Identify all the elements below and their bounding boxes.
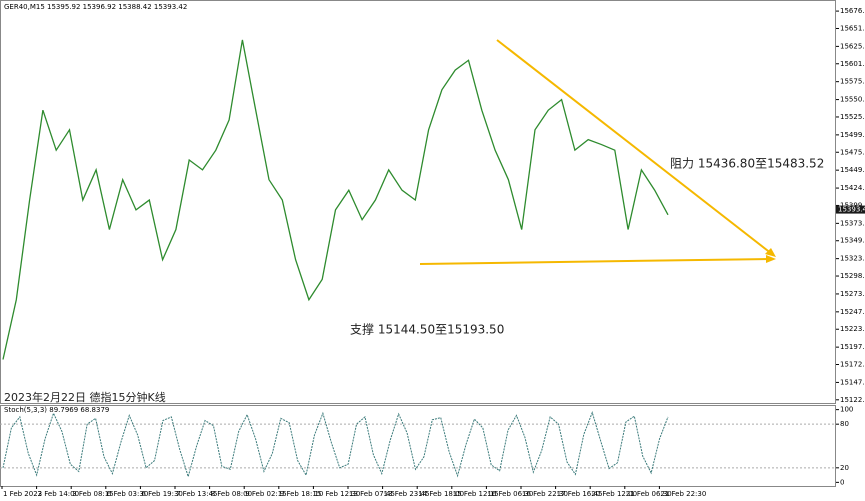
y-tick-label: 15349.05 [840,237,865,245]
x-tick-label: 6 Feb 19:30 [141,490,182,498]
y-tick-label: 15323.55 [840,255,865,263]
support-label: 支撑 15144.50至15193.50 [350,322,504,337]
y-tick-label: 15676.05 [840,7,865,15]
y-tick-label: 15499.80 [840,131,865,139]
stoch-tick-label: 0 [840,478,844,486]
y-tick-label: 15223.05 [840,325,865,333]
y-tick-label: 15575.55 [840,78,865,86]
price-line [2,39,669,360]
x-tick-label: 6 Feb 03:30 [107,490,148,498]
x-tick-label: 9 Feb 18:15 [280,490,321,498]
y-tick-label: 15625.80 [840,42,865,50]
stoch-label: Stoch(5,3,3) 89.7969 68.8379 [4,406,109,414]
resistance-line [496,39,773,255]
y-tick-label: 15373.80 [840,219,865,227]
x-tick-label: 13 Feb 23:45 [384,490,430,498]
y-tick-label: 15424.05 [840,184,865,192]
x-tick-label: 21 Feb 22:30 [660,490,706,498]
stoch-tick-label: 20 [840,464,849,472]
x-tick-label: 20 Feb 12:00 [591,490,637,498]
y-tick-label: 15298.80 [840,272,865,280]
y-tick-label: 15172.80 [840,361,865,369]
x-tick-label: 1 Feb 2023 [3,490,42,498]
x-tick-label: 8 Feb 08:00 [211,490,252,498]
arrow [766,255,776,263]
x-tick-label: 16 Feb 06:30 [487,490,533,498]
header: GER40,M15 15395.92 15396.92 15388.42 153… [4,3,187,11]
y-tick-label: 15449.55 [840,166,865,174]
y-tick-label: 15550.05 [840,96,865,104]
main-frame [0,0,836,404]
x-tick-label: 10 Feb 12:30 [314,490,360,498]
x-tick-label: 16 Feb 22:30 [522,490,568,498]
y-tick-label: 15122.55 [840,396,865,404]
support-line [419,258,771,265]
x-tick-label: 14 Feb 18:00 [418,490,464,498]
y-tick-label: 15525.30 [840,113,865,121]
y-tick-label: 15247.80 [840,308,865,316]
x-tick-label: 21 Feb 06:30 [626,490,672,498]
y-tick-label: 15273.30 [840,290,865,298]
stoch-tick-label: 100 [840,406,853,414]
last-price-box [836,205,865,214]
x-tick-label: 2 Feb 14:00 [38,490,79,498]
y-tick-label: 15197.55 [840,343,865,351]
y-tick-label: 15399.30 [840,201,865,209]
stoch-frame [0,405,836,487]
arrow [765,248,776,257]
x-tick-label: 3 Feb 08:15 [72,490,113,498]
stoch-line [2,410,669,479]
chart-title: 2023年2月22日 德指15分钟K线 [4,390,166,404]
last-price-label: 15393.42 [838,206,865,214]
resistance-label: 阻力 15436.80至15483.52 [670,157,824,171]
y-tick-label: 15147.30 [840,378,865,386]
x-tick-label: 7 Feb 13:45 [176,490,217,498]
x-tick-label: 15 Feb 12:15 [453,490,499,498]
x-tick-label: 13 Feb 07:45 [349,490,395,498]
x-tick-label: 17 Feb 16:45 [557,490,603,498]
y-tick-label: 15651.30 [840,24,865,32]
x-tick-label: 9 Feb 02:15 [245,490,286,498]
y-tick-label: 15601.05 [840,60,865,68]
y-tick-label: 15475.05 [840,148,865,156]
stoch-tick-label: 80 [840,420,849,428]
